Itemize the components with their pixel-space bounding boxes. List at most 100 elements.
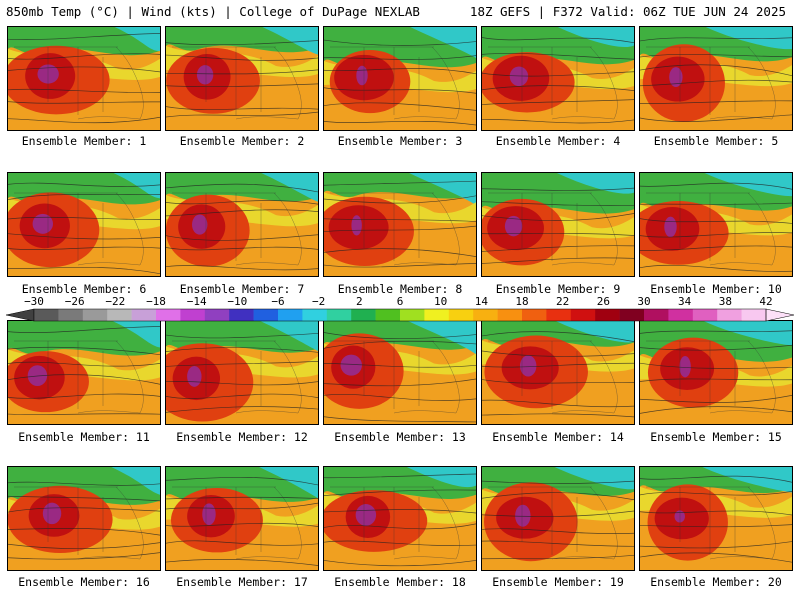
colorbar-swatch: [668, 309, 694, 321]
ensemble-member-label: Ensemble Member: 13: [334, 430, 466, 444]
colorbar-tick-label: 42: [759, 295, 773, 308]
colorbar-swatch: [473, 309, 498, 321]
colorbar-swatch: [131, 309, 157, 321]
ensemble-map-panel: [639, 26, 793, 131]
ensemble-map-panel: [323, 320, 477, 425]
ensemble-map-panel: [639, 172, 793, 277]
temperature-map: [166, 321, 318, 424]
ensemble-member-label: Ensemble Member: 17: [176, 575, 308, 589]
temperature-map: [640, 467, 792, 570]
temperature-map: [8, 27, 160, 130]
temperature-map: [482, 321, 634, 424]
colorbar-tick-label: −26: [64, 295, 85, 308]
colorbar-swatch: [34, 309, 59, 321]
ensemble-member-label: Ensemble Member: 11: [18, 430, 150, 444]
colorbar-tick-label: 30: [637, 295, 651, 308]
temperature-map: [482, 173, 634, 276]
temperature-map: [640, 27, 792, 130]
ensemble-map-panel: [481, 466, 635, 571]
ensemble-member-label: Ensemble Member: 7: [179, 282, 305, 296]
colorbar-strip: [6, 308, 794, 322]
ensemble-member-label: Ensemble Member: 2: [179, 134, 305, 148]
colorbar-tick-label: 6: [396, 295, 404, 308]
colorbar-tick-label: −30: [24, 295, 44, 308]
ensemble-map-panel: [7, 26, 161, 131]
colorbar-swatch: [546, 309, 572, 321]
ensemble-map-panel: [639, 466, 793, 571]
ensemble-map-panel: [481, 172, 635, 277]
colorbar-tick-label: −14: [186, 295, 207, 308]
ensemble-map-panel: [323, 466, 477, 571]
temperature-map: [324, 467, 476, 570]
ensemble-member-label: Ensemble Member: 10: [650, 282, 782, 296]
colorbar-swatch: [522, 309, 547, 321]
colorbar-swatch: [58, 309, 84, 321]
ensemble-map-panel: [7, 320, 161, 425]
colorbar-swatch: [619, 309, 645, 321]
ensemble-map-panel: [323, 172, 477, 277]
colorbar-swatch: [180, 309, 206, 321]
temperature-colorbar: −30 −26 −22 −18 −14 −10 −6 −2 2 6 10 14 18 22 26 30 34 38…: [6, 296, 794, 322]
colorbar-swatch: [107, 309, 132, 321]
colorbar-tick-label: −22: [105, 295, 126, 308]
header: 850mb Temp (°C) | Wind (kts) | College o…: [0, 0, 800, 24]
colorbar-tick-label: 34: [678, 295, 692, 308]
colorbar-tick-label: −2: [312, 295, 326, 308]
ensemble-member-label: Ensemble Member: 3: [337, 134, 463, 148]
colorbar-swatch: [400, 309, 425, 321]
colorbar-swatch: [204, 309, 230, 321]
temperature-map: [166, 173, 318, 276]
temperature-map: [166, 27, 318, 130]
ensemble-member-label: Ensemble Member: 8: [337, 282, 463, 296]
temperature-map: [324, 27, 476, 130]
colorbar-swatch: [595, 309, 620, 321]
ensemble-map-panel: [639, 320, 793, 425]
temperature-map: [166, 467, 318, 570]
colorbar-tick-label: 22: [556, 295, 570, 308]
ensemble-member-label: Ensemble Member: 12: [176, 430, 308, 444]
colorbar-tick-label: 38: [718, 295, 732, 308]
colorbar-tick-label: 2: [356, 295, 363, 308]
ensemble-member-label: Ensemble Member: 1: [21, 134, 147, 148]
colorbar-swatch: [692, 309, 718, 321]
colorbar-tick-label: 18: [515, 295, 529, 308]
ensemble-member-label: Ensemble Member: 20: [650, 575, 782, 589]
ensemble-map-panel: [481, 320, 635, 425]
colorbar-swatch: [302, 309, 328, 321]
colorbar-max-arrow: [765, 308, 794, 322]
colorbar-tick-label: −6: [271, 295, 285, 308]
colorbar-swatch: [278, 309, 303, 321]
ensemble-map-panel: [481, 26, 635, 131]
temperature-map: [640, 173, 792, 276]
colorbar-swatch: [717, 309, 742, 321]
colorbar-swatch: [253, 309, 279, 321]
temperature-map: [8, 321, 160, 424]
ensemble-map-panel: [165, 26, 319, 131]
colorbar-swatch: [326, 309, 352, 321]
ensemble-member-label: Ensemble Member: 4: [495, 134, 621, 148]
colorbar-swatch: [570, 309, 596, 321]
colorbar-swatch: [424, 309, 450, 321]
ensemble-member-label: Ensemble Member: 14: [492, 430, 624, 444]
colorbar-tick-label: 26: [596, 295, 610, 308]
temperature-map: [482, 27, 634, 130]
colorbar-swatch: [82, 309, 108, 321]
header-left-title: 850mb Temp (°C) | Wind (kts) | College o…: [6, 4, 420, 19]
ensemble-map-panel: [165, 466, 319, 571]
ensemble-member-label: Ensemble Member: 15: [650, 430, 782, 444]
ensemble-map-panel: [323, 26, 477, 131]
ensemble-map-panel: [165, 320, 319, 425]
ensemble-member-label: Ensemble Member: 5: [653, 134, 779, 148]
temperature-map: [640, 321, 792, 424]
colorbar-tick-label: −18: [146, 295, 166, 308]
ensemble-member-label: Ensemble Member: 6: [21, 282, 147, 296]
colorbar-min-arrow: [6, 308, 35, 322]
colorbar-swatch: [375, 309, 401, 321]
colorbar-swatch: [229, 309, 254, 321]
ensemble-member-label: Ensemble Member: 18: [334, 575, 466, 589]
temperature-map: [8, 173, 160, 276]
ensemble-member-label: Ensemble Member: 9: [495, 282, 621, 296]
ensemble-member-label: Ensemble Member: 16: [18, 575, 150, 589]
colorbar-swatch: [156, 309, 181, 321]
temperature-map: [324, 173, 476, 276]
